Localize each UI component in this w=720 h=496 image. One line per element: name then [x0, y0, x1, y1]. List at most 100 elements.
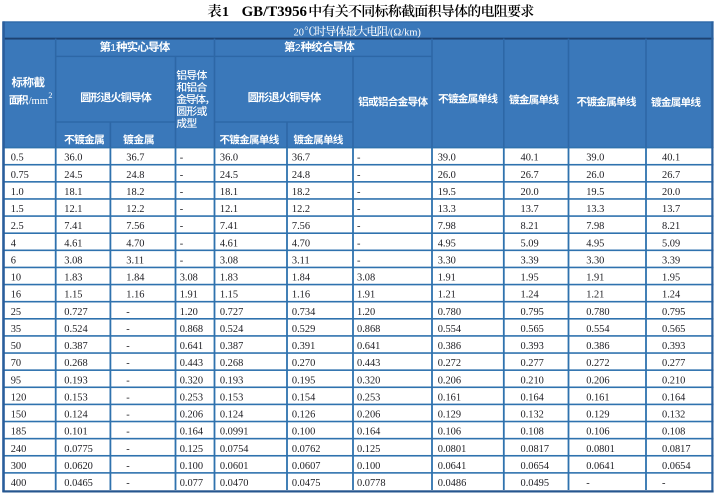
svg-text:26.7: 26.7	[521, 170, 539, 181]
svg-text:3.39: 3.39	[662, 255, 680, 266]
svg-text:7.41: 7.41	[220, 221, 238, 232]
svg-text:3.08: 3.08	[357, 273, 375, 284]
svg-text:1.83: 1.83	[220, 273, 238, 284]
svg-text:24.5: 24.5	[220, 170, 238, 181]
svg-text:-: -	[662, 478, 666, 489]
svg-text:-: -	[126, 324, 130, 335]
svg-text:0.154: 0.154	[292, 392, 316, 403]
svg-text:1.24: 1.24	[521, 290, 540, 301]
svg-text:0.727: 0.727	[64, 307, 87, 318]
svg-text:1.95: 1.95	[521, 273, 539, 284]
svg-text:0.393: 0.393	[662, 341, 685, 352]
svg-text:0.0775: 0.0775	[64, 444, 93, 455]
svg-text:3.39: 3.39	[521, 255, 539, 266]
svg-text:2: 2	[48, 91, 52, 100]
svg-text:1.24: 1.24	[662, 290, 681, 301]
svg-text:19.5: 19.5	[586, 187, 604, 198]
svg-text:4.95: 4.95	[586, 238, 604, 249]
svg-text:0.529: 0.529	[292, 324, 315, 335]
svg-text:10: 10	[11, 273, 21, 284]
svg-text:-: -	[126, 358, 130, 369]
svg-text:0.132: 0.132	[662, 410, 685, 421]
svg-text:0.129: 0.129	[586, 410, 609, 421]
svg-text:0.210: 0.210	[521, 375, 544, 386]
svg-text:13.3: 13.3	[586, 204, 604, 215]
svg-text:19.5: 19.5	[438, 187, 456, 198]
svg-text:0.161: 0.161	[438, 392, 461, 403]
svg-text:0.100: 0.100	[180, 461, 203, 472]
svg-text:0.164: 0.164	[662, 392, 686, 403]
svg-text:13.7: 13.7	[662, 204, 680, 215]
svg-text:185: 185	[11, 427, 27, 438]
svg-text:0.268: 0.268	[220, 358, 243, 369]
svg-text:0.108: 0.108	[521, 427, 544, 438]
svg-text:-: -	[126, 427, 130, 438]
svg-text:5.09: 5.09	[662, 238, 680, 249]
svg-text:1.91: 1.91	[586, 273, 604, 284]
svg-text:36.0: 36.0	[64, 153, 82, 164]
svg-text:4: 4	[11, 238, 17, 249]
svg-text:0.100: 0.100	[357, 461, 380, 472]
svg-text:1.16: 1.16	[292, 290, 310, 301]
svg-text:GB/T3956: GB/T3956	[242, 4, 308, 20]
svg-text:0.320: 0.320	[357, 375, 380, 386]
svg-text:12.2: 12.2	[126, 204, 144, 215]
svg-text:7.56: 7.56	[292, 221, 310, 232]
svg-text:1.20: 1.20	[357, 307, 375, 318]
svg-text:0.0801: 0.0801	[586, 444, 615, 455]
svg-text:0.153: 0.153	[220, 392, 243, 403]
svg-text:-: -	[126, 410, 130, 421]
svg-text:-: -	[126, 307, 130, 318]
svg-text:6: 6	[11, 255, 16, 266]
svg-text:-: -	[357, 255, 361, 266]
svg-text:8.21: 8.21	[521, 221, 539, 232]
svg-text:0.443: 0.443	[180, 358, 203, 369]
svg-text:0.0778: 0.0778	[357, 478, 386, 489]
svg-text:0.734: 0.734	[292, 307, 316, 318]
svg-text:-: -	[180, 204, 184, 215]
svg-text:8.21: 8.21	[662, 221, 680, 232]
svg-text:0.0641: 0.0641	[438, 461, 467, 472]
svg-text:2.5: 2.5	[11, 221, 24, 232]
svg-text:240: 240	[11, 444, 27, 455]
svg-text:4.70: 4.70	[292, 238, 310, 249]
svg-text:0.125: 0.125	[357, 444, 380, 455]
svg-text:0.106: 0.106	[438, 427, 461, 438]
svg-text:0.272: 0.272	[438, 358, 461, 369]
svg-text:0.0486: 0.0486	[438, 478, 467, 489]
svg-text:0.0620: 0.0620	[64, 461, 93, 472]
svg-text:7.56: 7.56	[126, 221, 144, 232]
svg-text:0.5: 0.5	[11, 153, 24, 164]
svg-text:1.91: 1.91	[357, 290, 375, 301]
svg-text:0.386: 0.386	[586, 341, 609, 352]
svg-text:0.108: 0.108	[662, 427, 685, 438]
svg-text:18.1: 18.1	[64, 187, 82, 198]
svg-text:0.795: 0.795	[521, 307, 544, 318]
svg-text:20.0: 20.0	[662, 187, 680, 198]
svg-text:-: -	[180, 255, 184, 266]
svg-text:5.09: 5.09	[521, 238, 539, 249]
svg-text:0.565: 0.565	[662, 324, 685, 335]
svg-text:-: -	[126, 341, 130, 352]
svg-text:0.391: 0.391	[292, 341, 315, 352]
svg-text:1.16: 1.16	[126, 290, 144, 301]
svg-text:-: -	[126, 444, 130, 455]
svg-text:1.21: 1.21	[586, 290, 604, 301]
svg-text:0.210: 0.210	[662, 375, 685, 386]
svg-text:0.0607: 0.0607	[292, 461, 321, 472]
svg-text:0.277: 0.277	[662, 358, 685, 369]
svg-text:0.387: 0.387	[220, 341, 243, 352]
svg-text:0.443: 0.443	[357, 358, 380, 369]
svg-text:18.2: 18.2	[292, 187, 310, 198]
svg-text:0.75: 0.75	[11, 170, 29, 181]
svg-text:1: 1	[222, 5, 229, 20]
svg-text:-: -	[180, 170, 184, 181]
svg-text:7.98: 7.98	[438, 221, 456, 232]
svg-text:0.206: 0.206	[586, 375, 609, 386]
svg-text:26.0: 26.0	[438, 170, 456, 181]
svg-text:3.30: 3.30	[586, 255, 604, 266]
svg-text:0.320: 0.320	[180, 375, 203, 386]
svg-text:-: -	[357, 238, 361, 249]
svg-text:0.206: 0.206	[180, 410, 203, 421]
svg-text:0.077: 0.077	[180, 478, 203, 489]
